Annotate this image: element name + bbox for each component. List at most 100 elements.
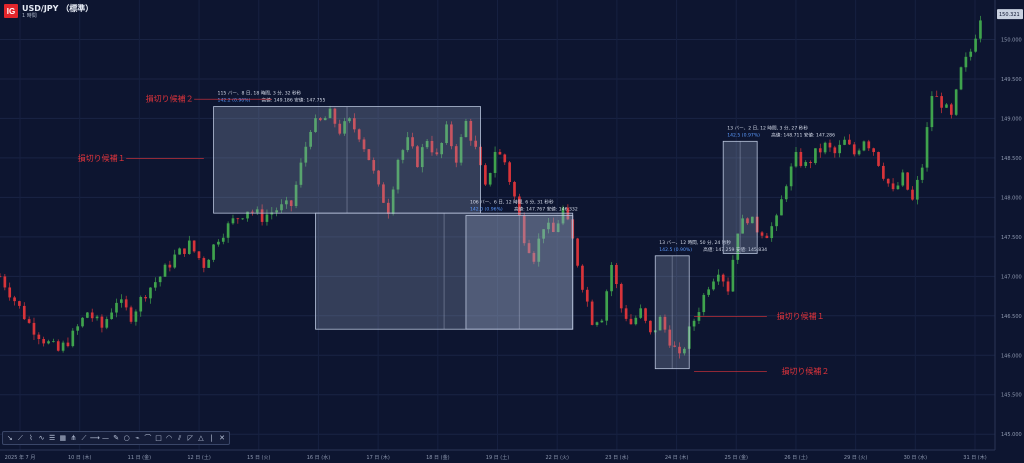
polyline-icon[interactable]: ⌇ xyxy=(29,434,33,442)
measure-label: 13 バー、12 時間, 50 分, 24 秒秒 xyxy=(659,239,731,246)
x-tick-label: 23 日 (水) xyxy=(605,454,628,461)
symbol-title[interactable]: USD/JPY （標準） xyxy=(22,4,94,13)
grid-icon[interactable]: ▦ xyxy=(59,434,67,442)
x-tick-label: 26 日 (土) xyxy=(784,454,807,461)
x-tick-label: 12 日 (土) xyxy=(187,454,210,461)
candle xyxy=(435,152,439,155)
candle xyxy=(717,274,720,282)
drawing-toolbar: ↘ ⟋ ⌇ ∿ ☰ ▦ ⋔ ⟋ ⟶ — ✎ ○ ⌁ ⌒ □ ◠ ⫽ ◸ △ | ✕ xyxy=(2,431,230,445)
candle xyxy=(120,299,123,303)
price-axis xyxy=(995,0,1024,463)
candle xyxy=(430,140,434,153)
y-tick-label: 147.500 xyxy=(1001,235,1022,241)
x-tick-label: 15 日 (火) xyxy=(247,455,270,461)
path-icon[interactable]: ⌁ xyxy=(135,434,140,442)
curve-icon[interactable]: ⌒ xyxy=(144,434,152,442)
candle xyxy=(445,124,448,144)
candle xyxy=(192,240,196,252)
candle xyxy=(673,345,676,347)
measure-label: 13 バー、2 日, 12 時間, 3 分, 27 秒秒 xyxy=(727,124,808,131)
stoploss-label: 損切り候補１ xyxy=(78,153,126,163)
ray-icon[interactable]: ⟶ xyxy=(89,434,100,442)
divider-icon[interactable]: | xyxy=(210,434,213,442)
candle xyxy=(896,185,900,190)
candle xyxy=(338,123,342,134)
candle xyxy=(153,282,157,288)
candle xyxy=(721,274,725,282)
candle xyxy=(658,316,662,331)
candle xyxy=(634,317,638,325)
fib-icon[interactable]: ☰ xyxy=(49,434,56,442)
candle xyxy=(484,165,487,185)
arrow-icon[interactable]: ↘ xyxy=(6,434,13,442)
callout-icon[interactable]: ◸ xyxy=(187,434,193,442)
candle xyxy=(911,189,914,200)
measure-pct: 142.5 (0.90%) xyxy=(659,247,692,253)
candle xyxy=(8,287,12,298)
candle xyxy=(585,289,589,302)
candle xyxy=(241,218,245,220)
measure-range: 高値: 147.767 安値: 146.332 xyxy=(514,206,578,213)
x-tick-label: 10 日 (木) xyxy=(68,454,91,461)
candle xyxy=(600,320,604,323)
candle xyxy=(246,211,249,219)
candle xyxy=(367,149,371,161)
candle xyxy=(129,307,133,322)
hline-icon[interactable]: — xyxy=(102,434,110,442)
y-tick-label: 148.000 xyxy=(1001,195,1022,201)
candle xyxy=(27,319,31,323)
arc-icon[interactable]: ◠ xyxy=(166,434,173,442)
candle xyxy=(319,118,322,121)
x-tick-label: 19 日 (土) xyxy=(486,454,509,461)
pitchfork-icon[interactable]: ⋔ xyxy=(70,434,77,442)
candle xyxy=(644,308,647,321)
candle xyxy=(139,297,143,312)
candle xyxy=(804,162,808,166)
candle xyxy=(420,147,424,168)
timeframe-label[interactable]: 1 時間 xyxy=(22,13,37,19)
candle xyxy=(576,238,579,266)
candle xyxy=(760,232,764,236)
stoploss-label: 損切り候補２ xyxy=(146,94,194,104)
candle xyxy=(377,170,380,185)
y-tick-label: 149.000 xyxy=(1001,116,1022,122)
candle xyxy=(610,264,613,292)
candle xyxy=(949,104,953,115)
pen-icon[interactable]: ⟋ xyxy=(17,433,23,442)
candle xyxy=(537,238,541,262)
close-icon[interactable]: ✕ xyxy=(219,434,226,442)
current-price-label: 150.321 xyxy=(999,12,1020,18)
brush-icon[interactable]: ✎ xyxy=(113,434,120,442)
candle xyxy=(765,235,769,239)
candle xyxy=(357,129,361,140)
candle xyxy=(857,150,861,155)
candle xyxy=(42,339,46,344)
candle xyxy=(18,301,21,306)
candle xyxy=(750,216,754,224)
candle xyxy=(979,20,982,39)
trendline-icon[interactable]: ⟋ xyxy=(81,433,87,442)
candle xyxy=(163,264,167,277)
candle xyxy=(624,308,628,319)
measure-range: 高値: 148.711 安値: 147.286 xyxy=(771,131,835,138)
circle-icon[interactable]: ○ xyxy=(123,434,130,442)
candle xyxy=(916,179,919,200)
wave-icon[interactable]: ∿ xyxy=(38,434,45,442)
triangle-icon[interactable]: △ xyxy=(198,434,204,442)
candle xyxy=(663,316,667,330)
rectangle-icon[interactable]: □ xyxy=(155,434,162,442)
y-tick-label: 146.500 xyxy=(1001,314,1022,320)
candle xyxy=(90,312,94,319)
candle xyxy=(474,140,477,147)
measure-range: 高値: 149.186 安値: 147.755 xyxy=(262,97,326,104)
candle xyxy=(382,184,385,203)
candle xyxy=(867,141,871,149)
x-tick-label: 30 日 (水) xyxy=(904,454,927,461)
candle xyxy=(843,139,846,145)
stoploss-label: 損切り候補２ xyxy=(781,366,829,376)
measure-label: 115 バー、8 日, 18 時間, 3 分, 32 秒秒 xyxy=(218,90,302,97)
channel-icon[interactable]: ⫽ xyxy=(178,433,182,442)
candle xyxy=(265,214,269,222)
candle xyxy=(13,297,16,302)
